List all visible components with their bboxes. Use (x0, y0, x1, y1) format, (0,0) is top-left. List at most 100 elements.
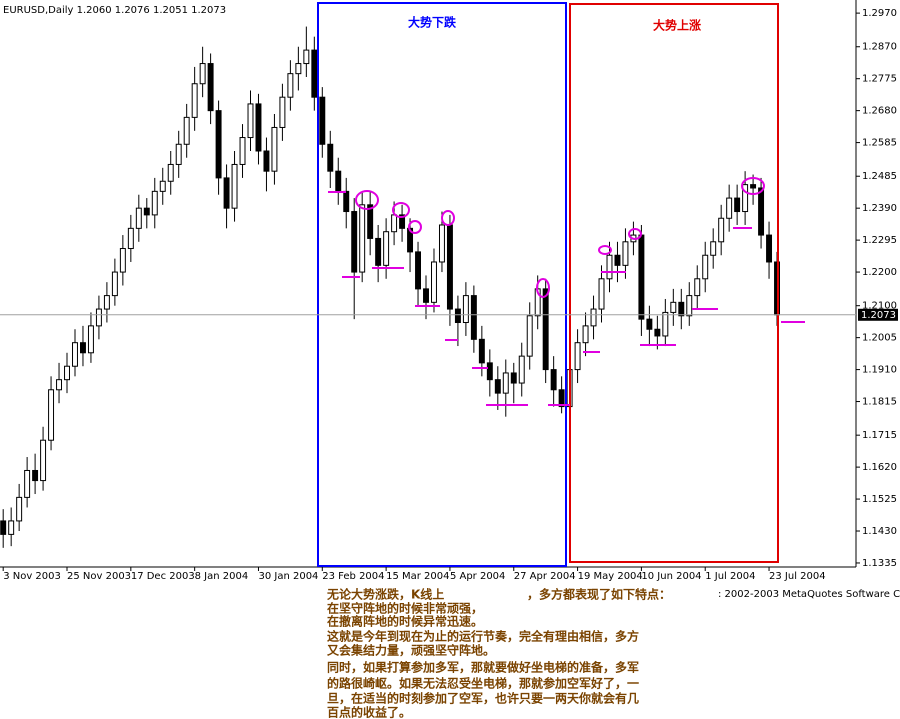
candle-body (327, 143, 334, 172)
support-dashes (328, 191, 805, 406)
y-tick-label: 1.2295 (862, 235, 897, 246)
y-tick-label: 1.2585 (862, 138, 897, 149)
candle-body (135, 207, 142, 229)
x-tick-label: 25 Nov 2003 (67, 571, 131, 582)
highlight-circle (355, 190, 379, 210)
y-tick-label: 1.2485 (862, 171, 897, 182)
note: 无论大势涨跌，K线上 (326, 587, 444, 602)
note: 百点的收益了。 (327, 705, 411, 719)
candle-body (646, 318, 653, 330)
y-tick-label: 1.2680 (862, 106, 897, 117)
candle-body (486, 362, 493, 381)
candle-body (470, 295, 477, 340)
candle-body (686, 295, 693, 317)
candle-body (582, 325, 589, 344)
candle-body (95, 308, 102, 327)
y-tick-label: 1.2775 (862, 74, 897, 85)
candle-body (606, 254, 613, 280)
x-tick-label: 15 Mar 2004 (386, 571, 449, 582)
x-tick-label: 27 Apr 2004 (514, 571, 576, 582)
x-tick-label: 23 Jul 2004 (769, 571, 826, 582)
candle-body (654, 328, 661, 337)
y-tick-label: 1.2200 (862, 267, 897, 278)
candle-body (375, 237, 382, 266)
highlight-circle (392, 202, 410, 218)
candle-body (16, 496, 23, 522)
candle-body (694, 278, 701, 297)
x-tick-label: 3 Nov 2003 (3, 571, 61, 582)
candle-body (622, 241, 629, 266)
candle-body (415, 251, 422, 290)
candle-body (72, 342, 78, 367)
chart-title: EURUSD,Daily 1.2060 1.2076 1.2051 1.2073 (3, 5, 226, 16)
y-tick-label: 1.2005 (862, 333, 897, 344)
y-tick-label: 1.2100 (862, 301, 897, 312)
y-tick-label: 1.1525 (862, 494, 897, 505)
candle-body (494, 379, 501, 394)
copyright: : 2002-2003 MetaQuotes Software Corp. (718, 589, 900, 600)
note: 的路很崎岖。如果无法忍受坐电梯，那就参加空军好了，一 (327, 676, 639, 691)
candle-body (423, 288, 429, 303)
last-price-box (858, 308, 898, 321)
candle-body (311, 49, 318, 98)
candle-body (8, 520, 15, 535)
x-tick-label: 17 Dec 2003 (131, 571, 195, 582)
candle-body (279, 96, 286, 128)
note: 同时，如果打算参加多军，那就要做好坐电梯的准备，多军 (327, 660, 639, 675)
highlight-circle (441, 210, 455, 226)
candle-body (742, 184, 749, 213)
note: 旦，在适当的时刻参加了空军，也许只要一两天你就会有几 (327, 691, 639, 706)
note: 这就是今年到现在为止的运行节奏，完全有理由相信，多方 (327, 629, 639, 644)
y-tick-label: 1.1430 (862, 526, 897, 537)
candle-body (247, 103, 254, 139)
candle-body (710, 241, 717, 256)
highlight-circle (741, 177, 765, 195)
candle-body (231, 163, 238, 209)
x-tick-label: 5 Apr 2004 (450, 571, 505, 582)
highlight-circle (408, 220, 422, 234)
candle-body (614, 254, 621, 266)
candle-body (462, 295, 469, 324)
candle-body (56, 379, 63, 391)
candle-body (670, 301, 677, 313)
candle-body (399, 214, 406, 229)
candle-body (24, 469, 31, 498)
candle-body (263, 150, 270, 172)
note: ，多方都表现了如下特点： (527, 587, 671, 602)
candle-body (478, 338, 485, 364)
highlight-circle (536, 278, 550, 298)
candle-body (48, 389, 55, 441)
candle-body (431, 261, 437, 303)
candle-body (438, 224, 445, 263)
candle-body (127, 227, 134, 250)
candle-body (335, 170, 342, 192)
candle-body (574, 342, 581, 371)
downtrend-label: 大势下跌 (408, 15, 457, 30)
candle-body (526, 315, 533, 357)
candle-body (79, 342, 86, 354)
x-tick-label: 1 Jul 2004 (705, 571, 755, 582)
y-tick-label: 1.2390 (862, 203, 897, 214)
y-tick-label: 1.1815 (862, 397, 897, 408)
uptrend-box (569, 3, 779, 563)
candle-body (750, 184, 757, 189)
candle-body (351, 211, 358, 273)
candle-body (502, 372, 509, 394)
candle-body (87, 325, 94, 354)
candle-body (64, 365, 70, 381)
y-tick-label: 1.1715 (862, 430, 897, 441)
x-tick-label: 23 Feb 2004 (322, 571, 384, 582)
candle-body (662, 311, 669, 337)
highlight-circle (628, 228, 642, 240)
last-price-label: 1.2073 (861, 310, 896, 321)
candle-body (678, 301, 685, 317)
candle-body (702, 254, 709, 280)
candle-body (734, 197, 741, 213)
candle-body (207, 63, 214, 112)
candle-body (199, 63, 206, 85)
y-tick-label: 1.1335 (862, 558, 897, 569)
note: 在撤离阵地的时候异常迅速。 (327, 614, 483, 629)
candle-body (183, 116, 190, 145)
